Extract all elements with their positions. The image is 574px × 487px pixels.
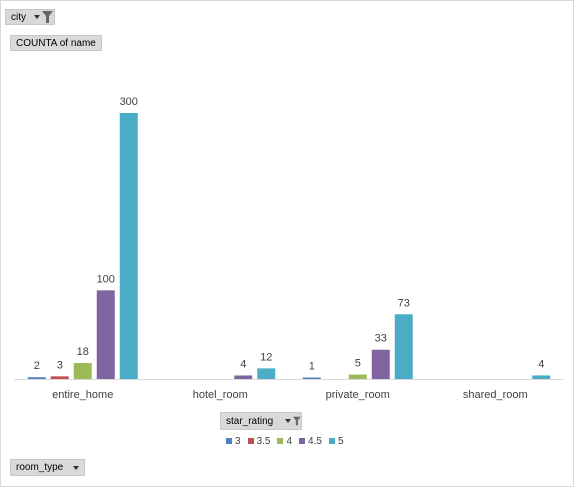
data-label: 73	[398, 297, 410, 309]
x-tick-label: shared_room	[463, 389, 528, 401]
legend-swatch	[226, 438, 232, 444]
city-filter-button[interactable]: city	[5, 9, 55, 25]
legend-swatch	[277, 438, 284, 444]
chevron-down-icon	[34, 15, 40, 19]
legend-item: 3.5	[247, 435, 271, 447]
bar	[27, 377, 46, 379]
legend-item: 4	[277, 436, 292, 447]
data-label: 5	[355, 358, 361, 370]
legend-swatch	[247, 438, 254, 444]
legend-label: 4	[286, 435, 293, 447]
legend-label: 3.5	[256, 435, 271, 447]
bar	[234, 375, 253, 379]
chevron-down-icon	[285, 419, 292, 423]
data-label: 3	[57, 359, 63, 371]
measure-field-label: COUNTA of name	[16, 37, 96, 49]
legend-item: 4.5	[299, 436, 322, 447]
measure-field-button[interactable]: COUNTA of name	[10, 35, 102, 51]
data-label: 2	[34, 360, 40, 372]
filter-icon	[42, 11, 53, 23]
star-rating-field-label: star_rating	[226, 415, 274, 427]
legend-label: 3	[235, 435, 241, 447]
data-label: 4	[538, 358, 544, 370]
legend-swatch	[299, 438, 306, 444]
data-label: 300	[120, 96, 138, 108]
bar	[532, 375, 551, 379]
bar	[371, 349, 390, 379]
bar	[257, 368, 276, 379]
bar	[73, 363, 92, 379]
data-label: 12	[260, 351, 272, 363]
city-filter-label: city	[11, 11, 26, 23]
legend-swatch	[328, 438, 335, 444]
room-type-field-button[interactable]: room_type	[10, 459, 85, 476]
star-rating-field-button[interactable]: star_rating	[220, 412, 302, 430]
data-label: 33	[375, 333, 387, 345]
data-label: 18	[77, 346, 89, 358]
bar	[119, 113, 138, 379]
x-tick-label: hotel_room	[193, 389, 248, 401]
bar	[302, 377, 321, 379]
x-tick-label: entire_home	[52, 389, 113, 401]
chevron-down-icon	[73, 465, 80, 470]
x-tick-label: private_room	[326, 389, 390, 401]
chart-legend: 3 3.5 4 4.5 5	[226, 435, 351, 447]
legend-item: 3	[226, 436, 241, 447]
legend-label: 4.5	[308, 435, 322, 447]
room-type-field-label: room_type	[16, 462, 64, 473]
bar	[50, 376, 69, 379]
filter-icon	[293, 416, 301, 426]
legend-item: 5	[328, 435, 344, 447]
legend-label: 5	[337, 435, 344, 447]
bar	[394, 314, 413, 379]
data-label: 1	[309, 361, 315, 373]
bar	[96, 290, 115, 379]
bar	[348, 374, 367, 379]
data-label: 4	[240, 358, 246, 370]
data-label: 100	[97, 273, 115, 285]
